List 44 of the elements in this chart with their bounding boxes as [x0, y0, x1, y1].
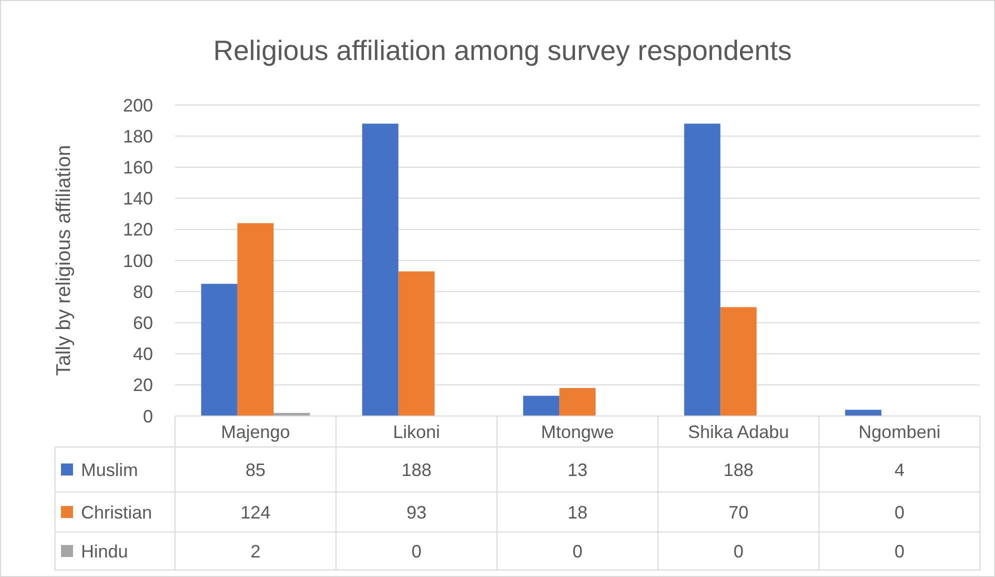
y-tick-label: 160 [122, 158, 153, 178]
legend-label: Muslim [81, 460, 138, 480]
data-label: 85 [245, 460, 266, 480]
y-axis-title: Tally by religious affiliation [53, 145, 75, 376]
legend-label: Hindu [81, 541, 128, 562]
data-label: 4 [894, 460, 905, 480]
data-label: 18 [567, 502, 588, 522]
bar [237, 223, 274, 416]
x-tick-label: Ngombeni [858, 422, 941, 442]
data-label: 0 [894, 502, 905, 522]
y-tick-label: 140 [122, 188, 153, 209]
bar [398, 271, 435, 416]
x-tick-label: Majengo [220, 422, 290, 442]
y-tick-label: 20 [132, 375, 153, 396]
data-label: 124 [240, 502, 271, 522]
bar [201, 284, 238, 416]
bar [684, 124, 720, 416]
bar [559, 388, 596, 416]
y-tick-label: 200 [122, 95, 153, 116]
x-tick-label: Mtongwe [540, 422, 614, 442]
data-label: 0 [733, 541, 744, 562]
y-tick-label: 0 [142, 406, 153, 426]
y-tick-label: 100 [122, 250, 153, 271]
data-label: 70 [728, 502, 749, 522]
y-tick-label: 80 [132, 282, 153, 302]
x-tick-label: Likoni [392, 422, 440, 442]
y-tick-label: 60 [132, 313, 153, 333]
data-label: 0 [411, 541, 422, 562]
chart-title: Religious affiliation among survey respondents [213, 35, 792, 66]
y-tick-label: 120 [122, 220, 153, 240]
data-label: 0 [572, 541, 583, 562]
data-label: 0 [894, 541, 905, 562]
legend-label: Christian [81, 502, 152, 522]
data-label: 188 [723, 460, 754, 480]
y-tick-label: 40 [132, 344, 153, 364]
bar [362, 124, 398, 416]
bar [720, 307, 757, 416]
data-label: 188 [401, 460, 432, 480]
data-label: 13 [567, 460, 588, 480]
y-tick-label: 180 [122, 126, 153, 146]
data-label: 2 [250, 541, 261, 562]
x-tick-label: Shika Adabu [688, 422, 790, 442]
data-label: 93 [406, 502, 427, 522]
bar [523, 396, 560, 416]
